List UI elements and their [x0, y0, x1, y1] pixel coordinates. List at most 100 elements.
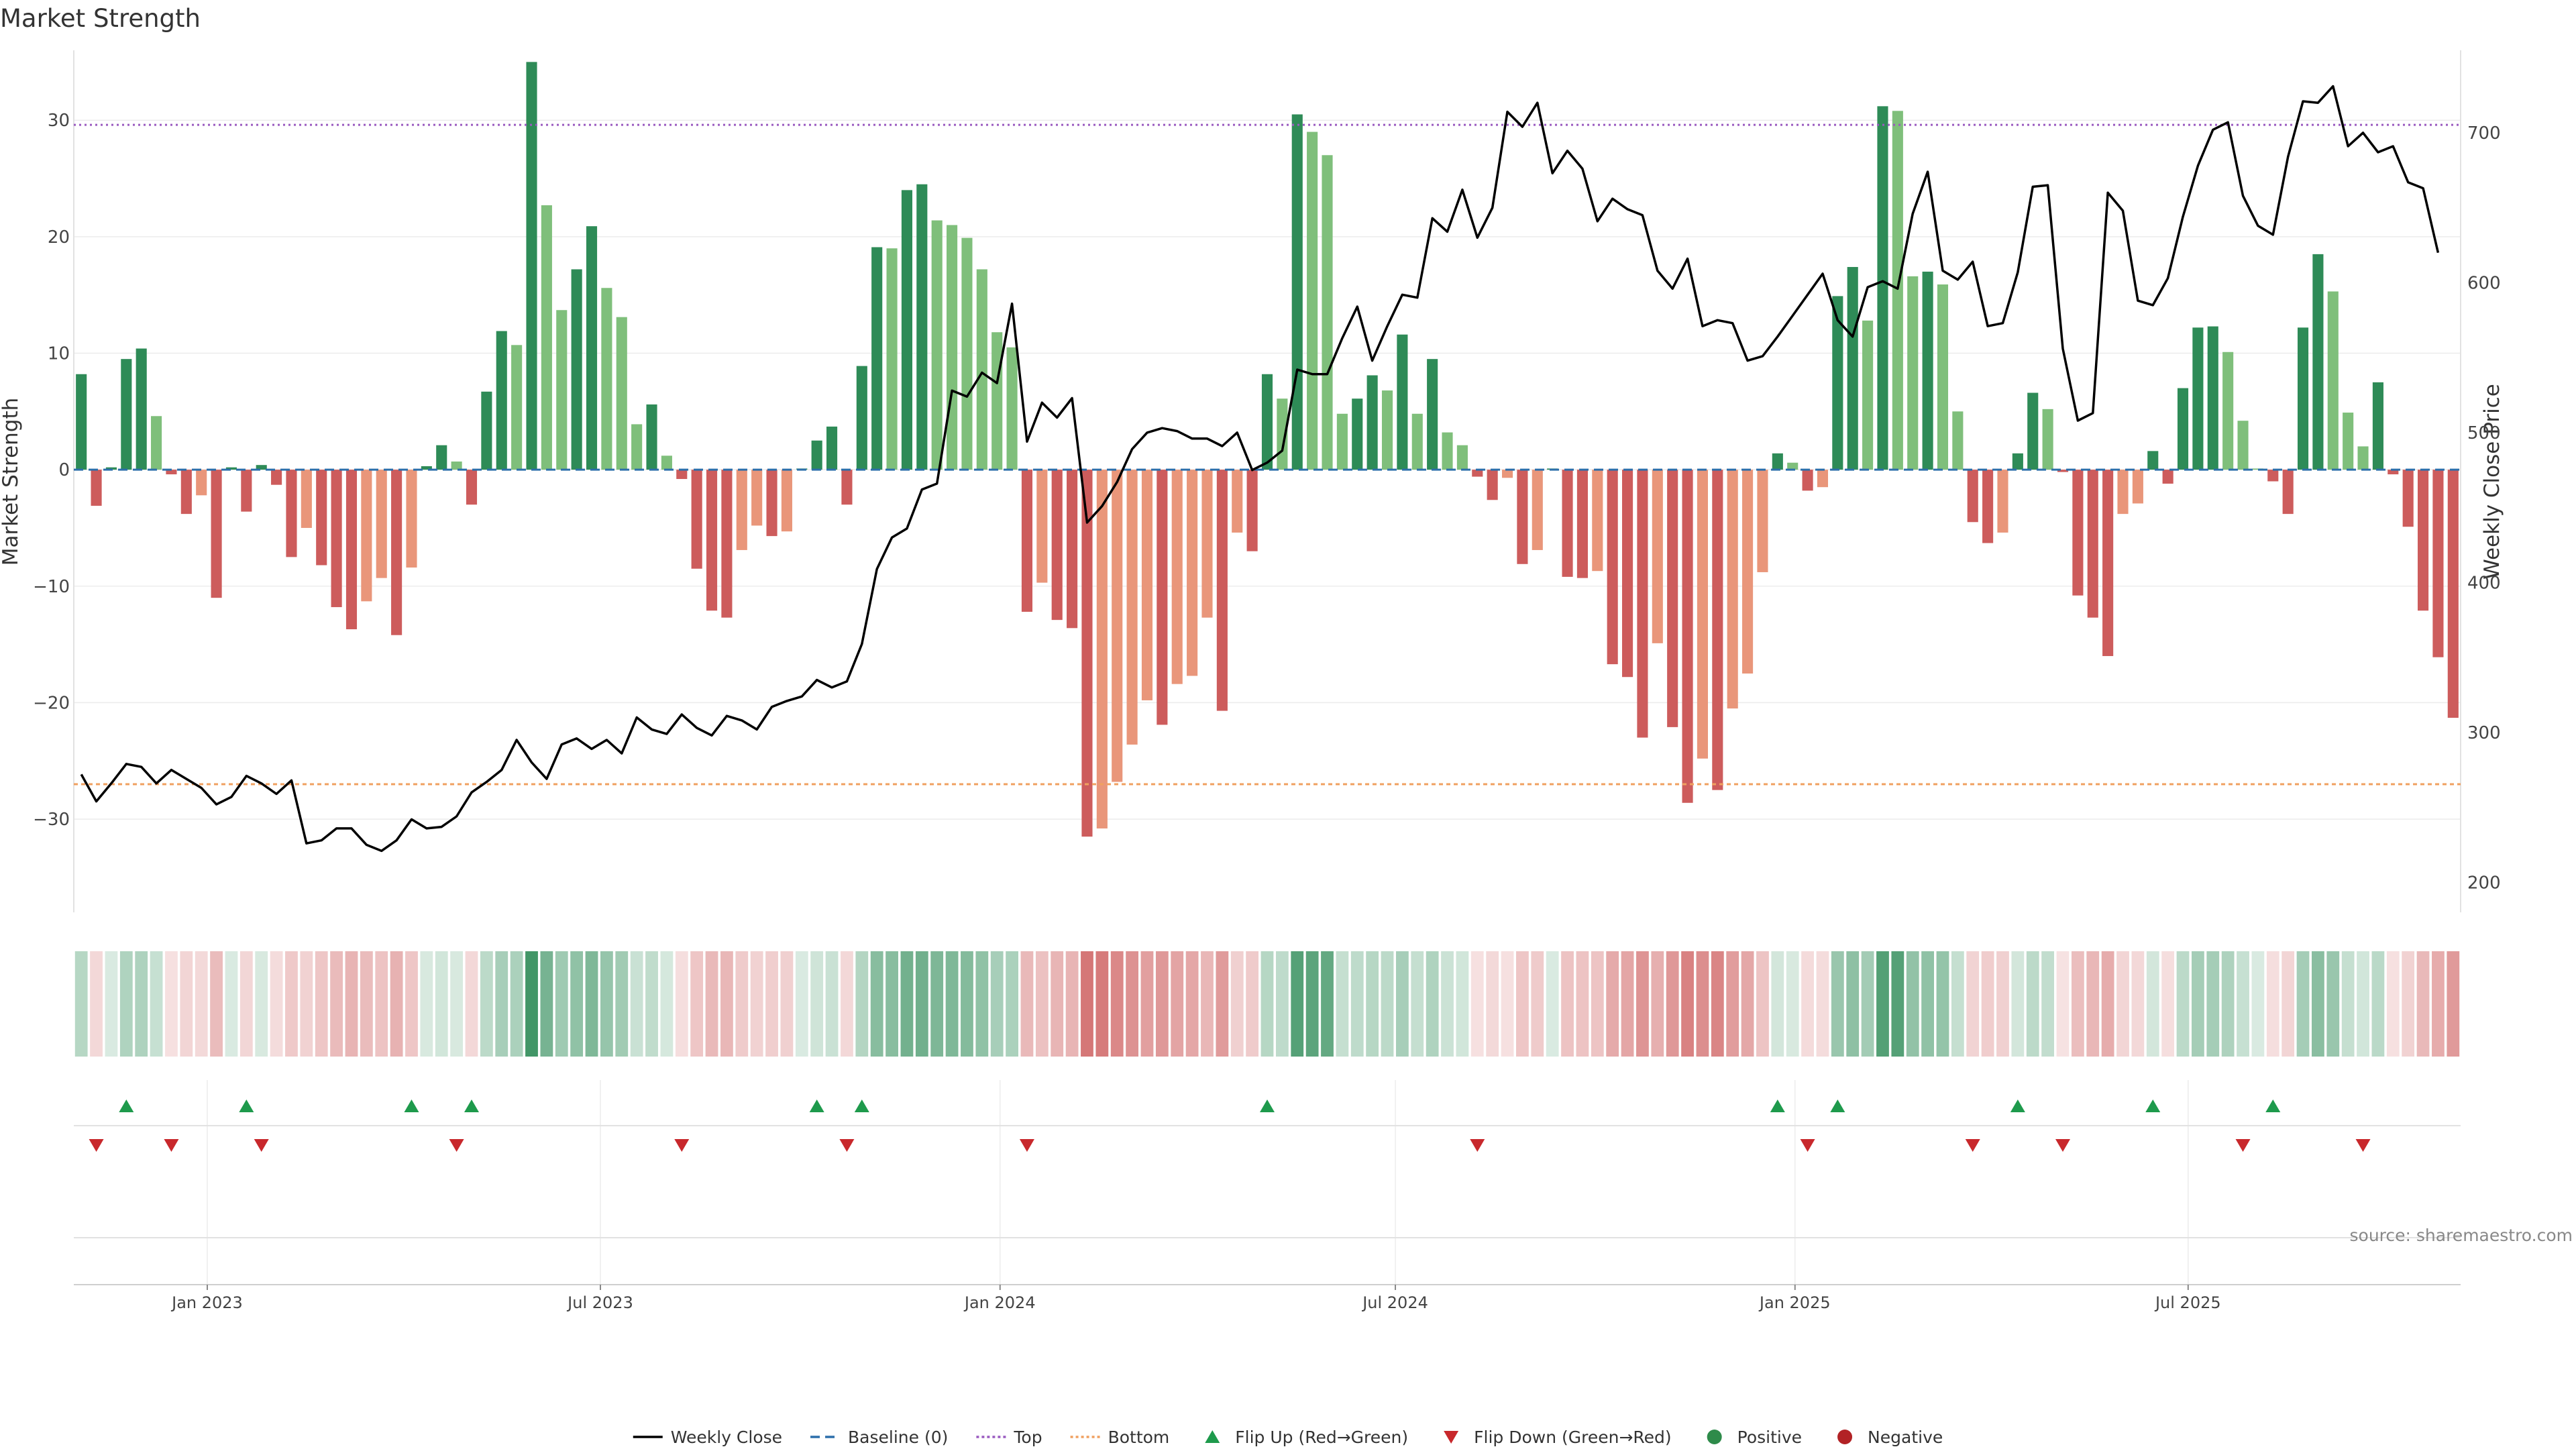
x-tick-label: Jan 2024	[963, 1293, 1036, 1312]
heat-cell	[841, 951, 853, 1057]
heat-cell	[1951, 951, 1964, 1057]
strength-bar	[1637, 470, 1648, 738]
strength-bar	[721, 470, 733, 618]
strength-bar	[2327, 291, 2339, 470]
y-tick-label: −20	[33, 693, 70, 713]
strength-bar	[211, 470, 222, 598]
strength-bar	[1562, 470, 1573, 577]
heat-cell	[1756, 951, 1769, 1057]
heat-cell	[780, 951, 794, 1057]
main-plot: −30 −20 −10 0 10 20 30 200 300 400 500 600 700	[33, 50, 2501, 912]
heat-cell	[510, 951, 523, 1057]
heat-cell	[2146, 951, 2159, 1057]
strength-bar	[1832, 296, 1843, 470]
heat-cell	[630, 951, 643, 1057]
strength-bar	[616, 317, 627, 470]
strength-bar	[331, 470, 342, 608]
heat-cell	[465, 951, 478, 1057]
legend-label: Positive	[1737, 1428, 1802, 1447]
legend-item: Flip Up (Red→Green)	[1205, 1428, 1408, 1447]
strength-bar	[1352, 398, 1363, 470]
heat-cell	[2056, 951, 2070, 1057]
heat-cell	[480, 951, 493, 1057]
strength-bar	[1712, 470, 1723, 790]
strength-bar	[241, 470, 252, 512]
heat-cell	[2326, 951, 2340, 1057]
heat-cell	[435, 951, 448, 1057]
strength-bar	[2147, 451, 2159, 470]
strength-bar	[2027, 392, 2039, 470]
heat-cell	[1531, 951, 1544, 1057]
strength-bar	[1982, 470, 1994, 543]
heat-cell	[1275, 951, 1289, 1057]
heat-cell	[1636, 951, 1649, 1057]
heat-cell	[1395, 951, 1409, 1057]
heat-cell	[1996, 951, 2009, 1057]
strength-bar	[2402, 470, 2414, 527]
heat-cell	[2312, 951, 2324, 1057]
strength-bar	[2207, 326, 2218, 470]
strength-bar	[526, 62, 537, 470]
heat-cell	[119, 951, 133, 1057]
strength-bar	[1847, 266, 1858, 470]
heat-cell	[705, 951, 718, 1057]
strength-bar	[2282, 470, 2294, 515]
heat-cell	[1651, 951, 1664, 1057]
legend-label: Bottom	[1108, 1428, 1170, 1447]
heat-cell	[2221, 951, 2235, 1057]
heat-cell	[585, 951, 598, 1057]
heat-cell	[1095, 951, 1109, 1057]
heat-cell	[2296, 951, 2310, 1057]
strength-bar	[1937, 284, 1949, 470]
strength-bar	[961, 237, 973, 470]
flip-down-marker	[254, 1139, 269, 1152]
heat-cell	[1381, 951, 1394, 1057]
strength-bar	[391, 470, 402, 635]
strength-bar	[511, 345, 523, 470]
strength-bar	[301, 470, 312, 528]
heat-cell	[195, 951, 208, 1057]
strength-bar	[256, 465, 267, 470]
heat-cell	[1891, 951, 1904, 1057]
heat-cell	[1861, 951, 1874, 1057]
strength-bar	[2102, 470, 2114, 656]
heat-cell	[1876, 951, 1889, 1057]
strength-bar	[766, 470, 777, 537]
strength-bar	[1652, 470, 1663, 643]
heat-cell	[300, 951, 313, 1057]
heat-cell	[930, 951, 944, 1057]
strength-bar	[2267, 470, 2279, 482]
strength-bar	[841, 470, 853, 505]
strength-bar	[1892, 111, 1903, 470]
heat-cell	[1501, 951, 1514, 1057]
strength-bar	[706, 470, 718, 611]
strength-bar	[1907, 276, 1919, 470]
strength-bar	[1862, 320, 1874, 470]
heat-cell	[2266, 951, 2279, 1057]
heat-cell	[150, 951, 163, 1057]
heat-cell	[375, 951, 388, 1057]
source-note: source: sharemaestro.com	[2350, 1226, 2573, 1245]
strength-bar	[151, 416, 162, 470]
strength-bar	[1157, 470, 1168, 725]
strength-bar	[1456, 445, 1468, 470]
strength-bar	[466, 470, 478, 505]
flip-down-marker	[2235, 1139, 2251, 1152]
strength-bar	[2432, 470, 2444, 657]
strength-bar	[1232, 470, 1243, 533]
heat-cell	[2386, 951, 2400, 1057]
heat-cell	[1981, 951, 1994, 1057]
strength-bar	[661, 455, 672, 470]
heat-cell	[2447, 951, 2460, 1057]
heat-cell	[810, 951, 824, 1057]
strength-bar	[2252, 468, 2263, 470]
legend-item: Weekly Close	[633, 1428, 782, 1447]
strength-bar	[376, 470, 387, 578]
legend-item: Bottom	[1070, 1428, 1170, 1447]
heat-cell	[1051, 951, 1064, 1057]
strength-bar	[1411, 413, 1423, 470]
strength-bar	[1187, 470, 1198, 676]
heat-cell	[525, 951, 538, 1057]
heat-cell	[450, 951, 464, 1057]
heat-cell	[1591, 951, 1604, 1057]
